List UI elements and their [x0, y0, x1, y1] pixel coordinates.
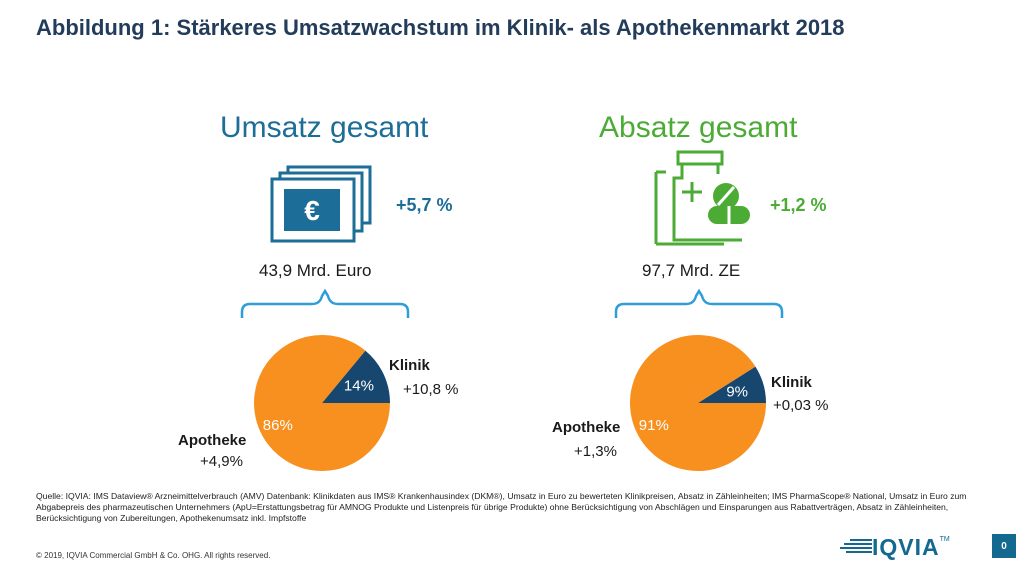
logo-text: IQVIA	[872, 533, 940, 560]
absatz-klinik-label: Klinik	[771, 374, 812, 391]
page-number: 0	[992, 534, 1016, 558]
svg-text:€: €	[304, 195, 320, 226]
logo-trademark: TM	[939, 535, 950, 543]
umsatz-klinik-label: Klinik	[389, 357, 430, 374]
pie-slice-klinik	[698, 366, 766, 403]
umsatz-total: 43,9 Mrd. Euro	[259, 261, 372, 280]
panel-title-absatz: Absatz gesamt	[599, 111, 798, 144]
absatz-klinik-growth: +0,03 %	[773, 397, 829, 414]
umsatz-klinik-growth: +10,8 %	[403, 381, 459, 398]
absatz-apotheke-label: Apotheke	[552, 419, 621, 436]
umsatz-apotheke-label: Apotheke	[178, 432, 247, 449]
pie-label-apotheke: 91%	[639, 417, 669, 434]
iqvia-logo: IQVIA TM	[840, 533, 950, 560]
pie-slice-klinik	[322, 350, 390, 403]
source-note: Quelle: IQVIA: IMS Dataview® Arzneimitte…	[36, 491, 967, 523]
pie-slice-apotheke	[254, 335, 390, 471]
page-title: Abbildung 1: Stärkeres Umsatzwachstum im…	[36, 15, 845, 40]
panel-title-umsatz: Umsatz gesamt	[220, 111, 429, 144]
medicine-bottle-pills-icon	[654, 150, 750, 246]
euro-banknotes-icon: €	[270, 165, 372, 243]
pie-chart-umsatz: 14% 86%	[254, 335, 390, 471]
pie-label-klinik: 9%	[726, 384, 748, 401]
copyright-notice: © 2019, IQVIA Commercial GmbH & Co. OHG.…	[36, 551, 271, 560]
umsatz-apotheke-growth: +4,9%	[200, 453, 243, 470]
pie-label-klinik: 14%	[344, 378, 374, 395]
pie-label-apotheke: 86%	[263, 417, 293, 434]
umsatz-change: +5,7 %	[396, 195, 453, 215]
absatz-total: 97,7 Mrd. ZE	[642, 261, 741, 280]
pie-chart-absatz: 9% 91%	[630, 335, 766, 471]
absatz-apotheke-growth: +1,3%	[574, 443, 617, 460]
logo-stripes-icon	[840, 539, 872, 553]
curly-brace-icon	[240, 288, 410, 318]
pie-slice-apotheke	[630, 335, 766, 471]
curly-brace-icon	[614, 288, 784, 318]
absatz-change: +1,2 %	[770, 195, 827, 215]
